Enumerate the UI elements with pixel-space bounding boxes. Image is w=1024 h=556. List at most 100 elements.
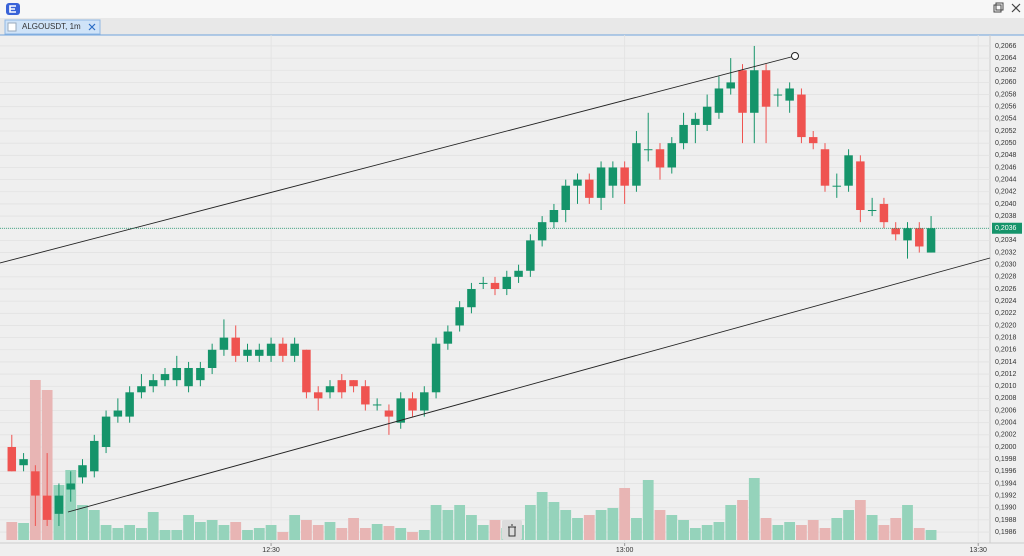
- volume-bar: [666, 515, 678, 540]
- candle-body: [219, 337, 229, 350]
- tab-close[interactable]: [88, 23, 96, 31]
- volume-bar: [654, 510, 666, 540]
- y-tick-label: 0,1988: [995, 517, 1017, 524]
- volume-bar: [242, 530, 253, 540]
- tab-icon: [7, 22, 17, 32]
- candle-body: [7, 446, 17, 472]
- candle-body: [66, 483, 75, 490]
- volume-bar: [678, 520, 689, 540]
- candle-body: [101, 416, 111, 447]
- volume-bar: [713, 522, 725, 540]
- y-tick-label: 0,2000: [995, 444, 1017, 451]
- volume-bar: [147, 512, 159, 540]
- candle-body: [596, 167, 606, 198]
- trend-line[interactable]: [67, 257, 991, 513]
- volume-bar: [454, 505, 466, 540]
- volume-bar: [784, 522, 796, 540]
- candle-body: [243, 349, 252, 356]
- candle-body: [361, 386, 370, 405]
- candle-body: [396, 398, 405, 423]
- candle-body: [42, 495, 52, 520]
- y-tick-label: 0,2022: [995, 310, 1017, 317]
- candle-body: [655, 149, 665, 168]
- candle-body: [125, 392, 134, 417]
- candle-body: [808, 137, 818, 144]
- y-tick-label: 0,2024: [995, 298, 1017, 305]
- candle-body: [207, 349, 217, 368]
- volume-bar: [772, 525, 784, 540]
- candle-body: [160, 374, 170, 381]
- restore-button[interactable]: [993, 2, 1004, 13]
- y-tick-label: 0,2002: [995, 432, 1017, 439]
- y-tick-label: 0,2010: [995, 383, 1017, 390]
- volume-bar: [619, 488, 631, 540]
- y-tick-label: 0,2052: [995, 128, 1017, 135]
- app-logo-mark: [9, 5, 16, 13]
- volume-bar: [536, 492, 548, 540]
- y-tick-label: 0,2046: [995, 164, 1017, 171]
- volume-bar: [324, 522, 336, 540]
- y-tick-label: 0,2062: [995, 67, 1017, 74]
- y-tick-label: 0,2056: [995, 104, 1017, 111]
- candle-body: [337, 380, 347, 393]
- candle-body: [431, 343, 441, 393]
- volume-bar: [913, 528, 925, 540]
- close-window[interactable]: [1011, 3, 1021, 13]
- last-price-label: 0,2036: [995, 225, 1017, 232]
- y-tick-label: 0,2014: [995, 359, 1017, 366]
- volume-bar: [183, 515, 194, 540]
- volume-bar: [524, 505, 536, 540]
- volume-bar: [371, 524, 383, 540]
- volume-bar: [843, 510, 854, 540]
- candle-body: [184, 367, 193, 387]
- candle-body: [915, 228, 924, 247]
- candle-body: [549, 210, 559, 223]
- candle-body: [302, 349, 311, 393]
- candle-body: [879, 203, 889, 223]
- x-tick-label: 12:30: [262, 547, 280, 554]
- volume-bar: [583, 515, 595, 540]
- volume-bar: [807, 520, 819, 540]
- volume-bar: [689, 528, 701, 540]
- volume-bar: [218, 525, 230, 540]
- volume-bar: [348, 518, 359, 540]
- candle-body: [113, 410, 123, 417]
- volume-bar: [878, 525, 890, 540]
- tab-label: ALGOUSDT, 1m: [22, 22, 81, 31]
- candle-body: [137, 386, 146, 393]
- y-tick-label: 0,2032: [995, 249, 1017, 256]
- candle-body: [278, 343, 288, 356]
- candle-body: [643, 149, 653, 151]
- tab[interactable]: [4, 19, 101, 35]
- volume-bar: [595, 510, 607, 540]
- y-tick-label: 0,2064: [995, 55, 1017, 62]
- volume-bar: [642, 480, 654, 540]
- candle-body: [797, 94, 806, 138]
- candle-body: [313, 392, 323, 399]
- delete-button[interactable]: [502, 520, 522, 540]
- volume-bar: [230, 522, 242, 540]
- y-tick-label: 0,2050: [995, 140, 1017, 147]
- volume-bar: [430, 505, 442, 540]
- trend-line-handle[interactable]: [791, 52, 799, 60]
- volume-bar: [607, 508, 619, 540]
- candle-body: [679, 124, 688, 144]
- volume-bar: [136, 528, 147, 540]
- candle-body: [785, 88, 794, 101]
- volume-bar: [407, 532, 418, 540]
- y-tick-label: 0,2066: [995, 43, 1017, 50]
- y-tick-label: 0,2054: [995, 116, 1017, 123]
- volume-bar: [301, 520, 312, 540]
- volume-bar: [159, 530, 171, 540]
- candle-body: [891, 228, 900, 235]
- y-tick-label: 0,2038: [995, 213, 1017, 220]
- volume-bar: [748, 478, 760, 540]
- volume-bar: [796, 525, 807, 540]
- y-tick-label: 0,1986: [995, 529, 1017, 536]
- candle-body: [490, 282, 500, 289]
- candle-body: [467, 289, 476, 308]
- volume-bar: [29, 380, 41, 540]
- y-tick-label: 0,1992: [995, 492, 1017, 499]
